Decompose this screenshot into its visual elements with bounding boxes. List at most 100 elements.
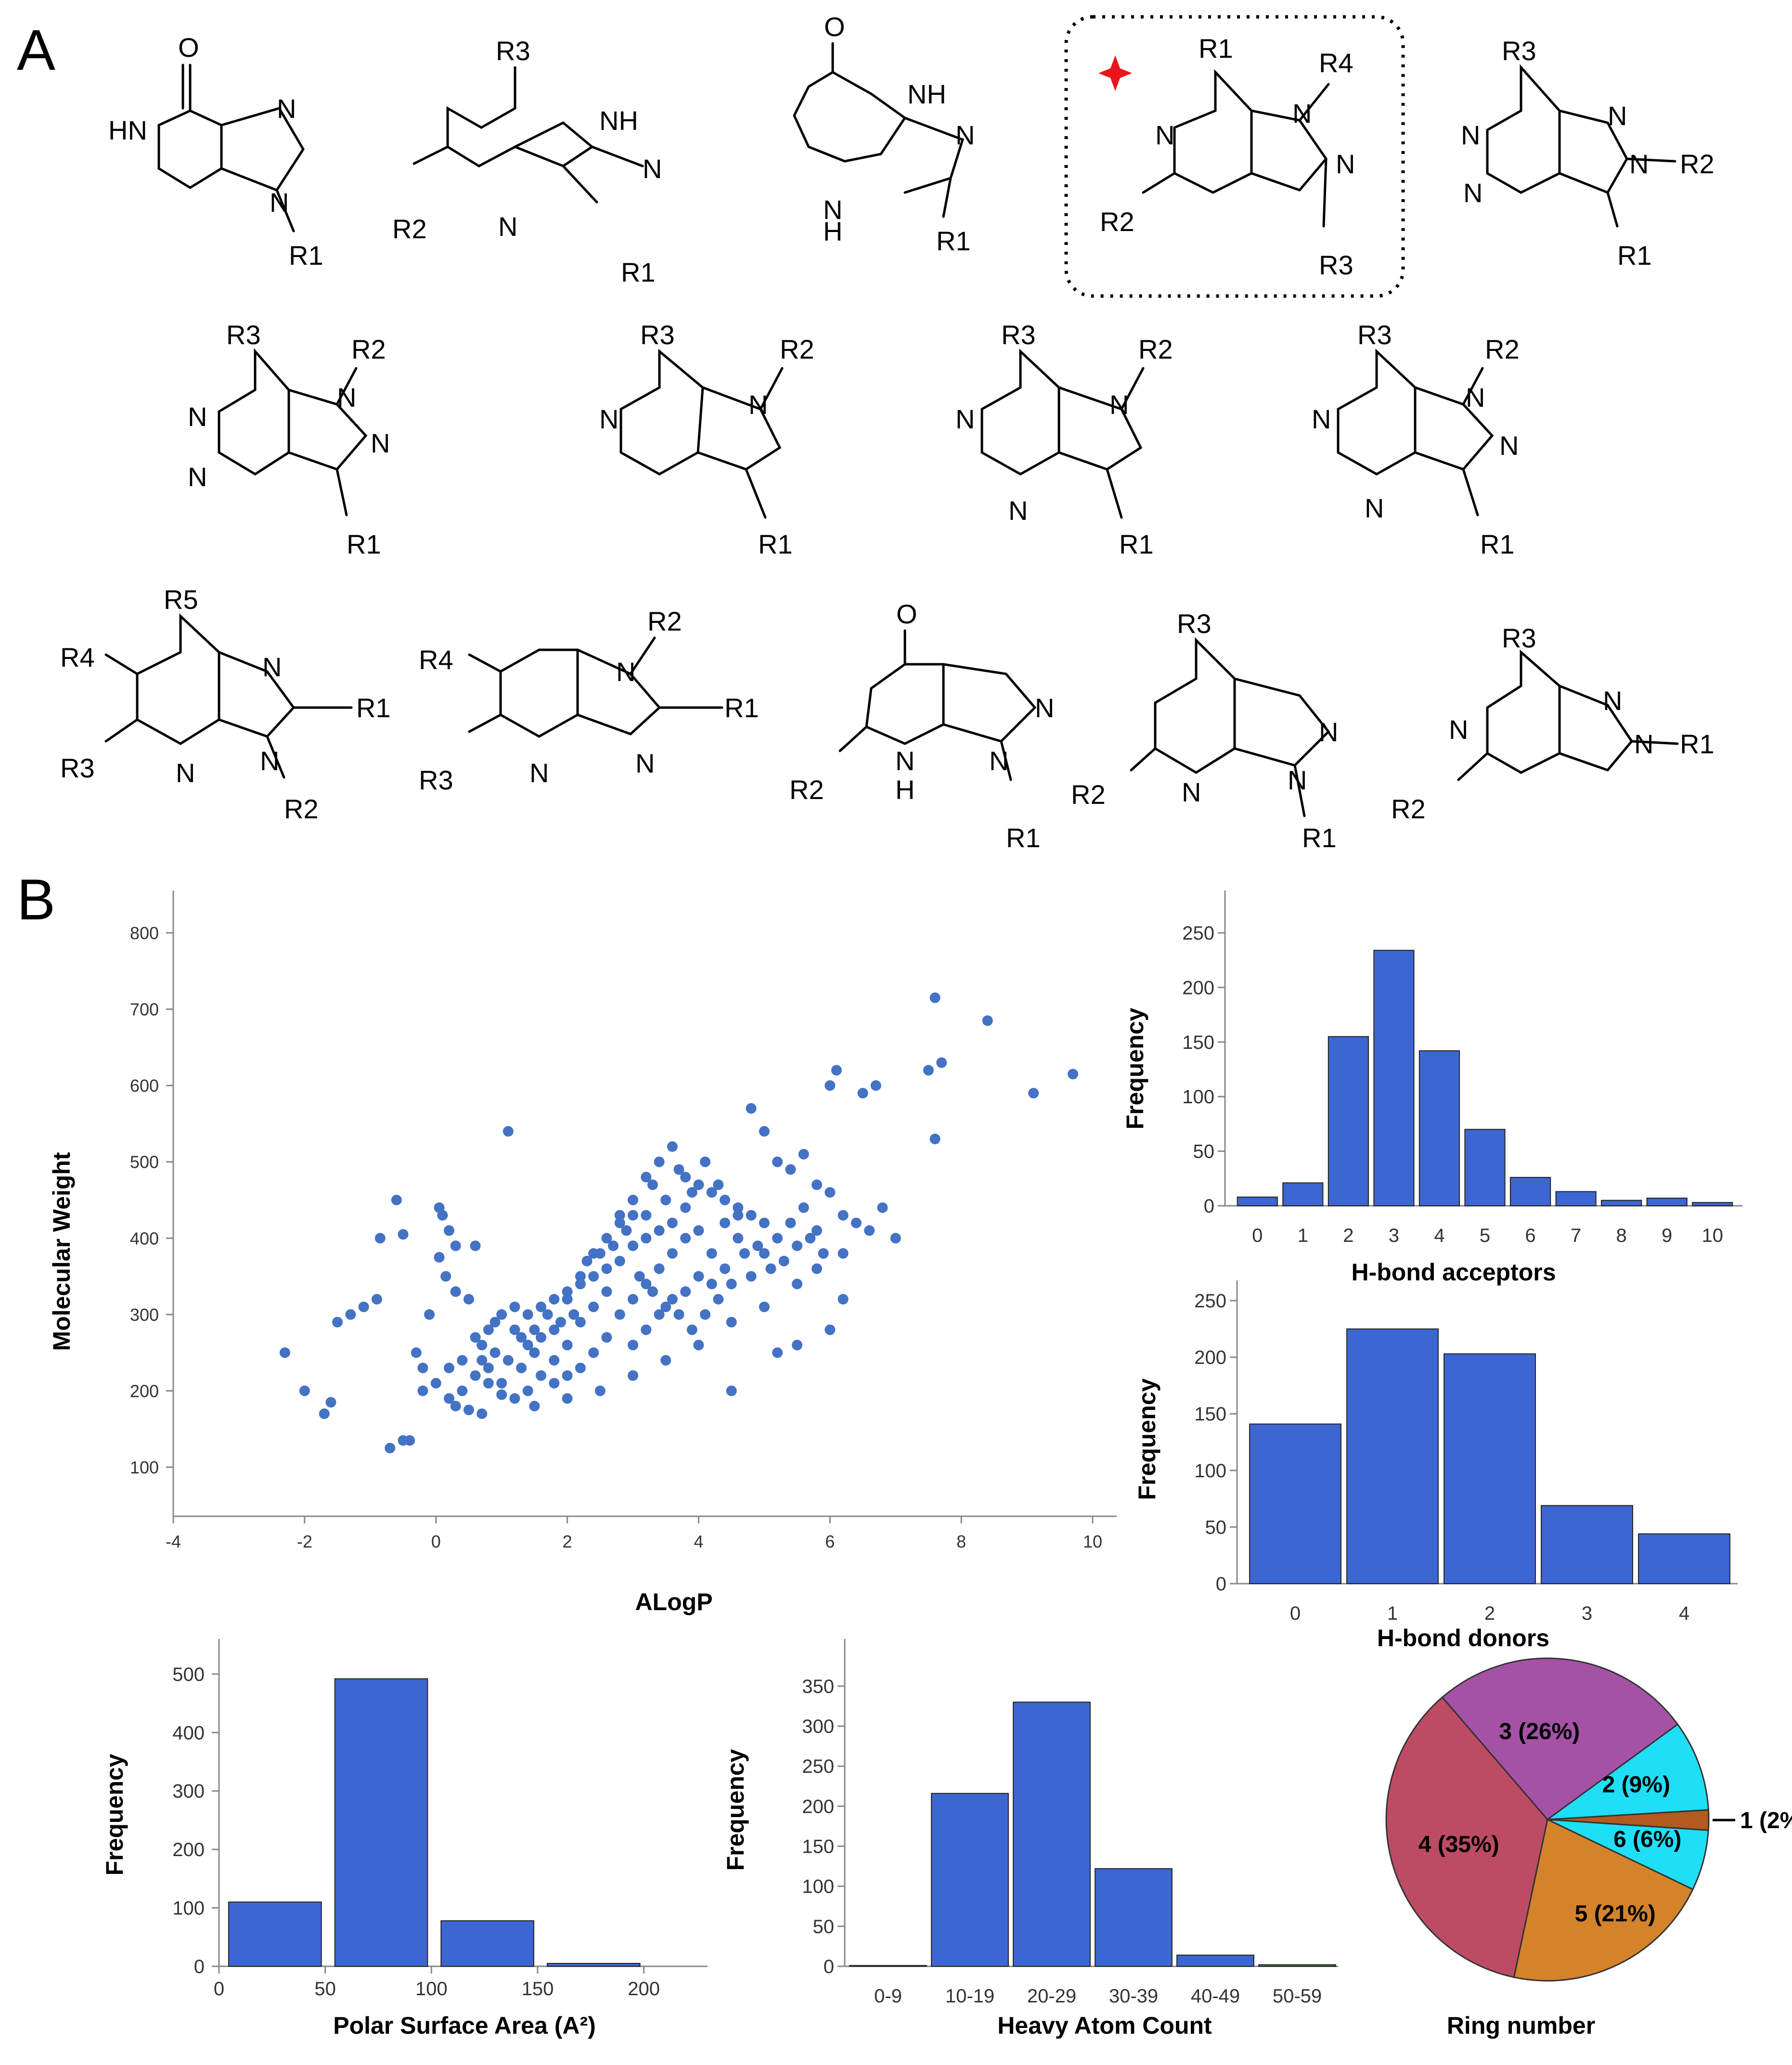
x-axis-label: Polar Surface Area (A²) — [333, 2012, 596, 2039]
scatter-point — [457, 1355, 468, 1366]
svg-text:N: N — [270, 187, 289, 218]
svg-text:NH: NH — [599, 105, 638, 136]
x-axis-label: H-bond acceptors — [1351, 1259, 1556, 1286]
scatter-point — [812, 1225, 822, 1236]
scatter-point — [575, 1278, 586, 1290]
bar — [1646, 1198, 1688, 1207]
scatter-point — [825, 1187, 836, 1198]
y-tick-label: 500 — [172, 1664, 205, 1685]
bar — [1282, 1182, 1324, 1207]
scatter-point — [654, 1263, 665, 1274]
y-tick-label: 150 — [802, 1836, 834, 1858]
x-axis-label: H-bond donors — [1377, 1625, 1549, 1652]
scatter-point — [641, 1172, 652, 1183]
scatter-point — [444, 1393, 454, 1404]
svg-text:N: N — [635, 748, 655, 778]
bar — [931, 1793, 1009, 1967]
svg-text:R1: R1 — [1480, 529, 1515, 559]
bar — [849, 1965, 927, 1967]
x-tick-label: 3 — [1389, 1225, 1399, 1246]
scatter-point — [628, 1370, 638, 1381]
scatter-point — [444, 1225, 454, 1236]
scatter-point — [706, 1248, 717, 1259]
scatter-point — [562, 1340, 573, 1351]
scaffold-structure-highlighted: R1 R4 N N N R2 R3 — [1064, 15, 1405, 298]
scatter-point — [693, 1340, 704, 1351]
bar — [1509, 1177, 1551, 1206]
ticks: 0 1 2 3 4 0 50 100 150 200 250 — [1194, 1291, 1689, 1624]
scatter-point — [496, 1389, 507, 1400]
scatter-point — [673, 1164, 684, 1175]
svg-text:N: N — [1603, 685, 1622, 716]
svg-text:N: N — [643, 154, 662, 184]
scatter-point — [812, 1263, 822, 1274]
scatter-point — [660, 1302, 671, 1312]
scatter-point — [733, 1210, 744, 1221]
svg-text:N: N — [498, 211, 517, 242]
bar — [1176, 1954, 1254, 1967]
svg-text:R2: R2 — [1680, 149, 1715, 179]
scatter-point — [601, 1332, 612, 1343]
x-axis-label: ALogP — [635, 1588, 712, 1615]
svg-text:N: N — [1182, 777, 1201, 807]
scatter-point — [430, 1378, 441, 1389]
y-tick-label: 400 — [130, 1228, 159, 1248]
scatter-point — [621, 1225, 632, 1236]
scaffold-structure: R2 R4 N R1 R3 N N — [419, 606, 759, 795]
svg-text:R3: R3 — [1502, 36, 1536, 66]
y-tick-label: 50 — [813, 1916, 835, 1937]
scatter-point — [503, 1355, 514, 1366]
x-tick-label: 4 — [1434, 1225, 1444, 1246]
y-tick-label: 200 — [130, 1381, 159, 1401]
svg-text:N: N — [176, 758, 195, 788]
svg-text:N: N — [1629, 149, 1649, 179]
x-tick-label: 10 — [1083, 1532, 1102, 1551]
x-tick-label: 10-19 — [945, 1986, 994, 2007]
scatter-point — [726, 1278, 737, 1290]
scatter-point — [759, 1217, 770, 1228]
scatter-point — [798, 1202, 809, 1213]
svg-text:N: N — [188, 401, 207, 432]
panel-label-b: B — [17, 867, 55, 932]
scaffold-structure: R3 N R2 N N R1 — [1071, 608, 1338, 853]
scatter-point — [798, 1149, 809, 1160]
scatter-point — [450, 1401, 461, 1412]
scatter-point — [680, 1172, 691, 1183]
scatter-point — [825, 1324, 836, 1335]
x-ticks: -4 -2 0 2 4 6 8 10 — [166, 1516, 1102, 1551]
scatter-point — [542, 1309, 553, 1320]
svg-text:R4: R4 — [1319, 48, 1354, 78]
scatter-point — [628, 1210, 638, 1221]
scatter-point — [516, 1332, 527, 1343]
y-axis-label: Frequency — [722, 1749, 749, 1871]
scaffold-structure: R3 N N N N R2 R1 — [1461, 36, 1715, 271]
scatter-point — [713, 1179, 724, 1190]
svg-text:N: N — [1336, 149, 1355, 179]
scaffold-structure: R3 R2 N N N N R1 — [188, 320, 390, 559]
scatter-point — [628, 1195, 638, 1205]
scatter-point — [457, 1385, 468, 1396]
svg-text:N: N — [599, 404, 619, 434]
x-tick-label: 5 — [1480, 1225, 1490, 1246]
svg-text:N: N — [1365, 493, 1384, 523]
svg-text:R3: R3 — [640, 320, 675, 350]
x-tick-label: 2 — [1343, 1225, 1354, 1246]
scatter-point — [660, 1195, 671, 1205]
scatter-point — [470, 1332, 481, 1343]
scatter-point — [726, 1385, 737, 1396]
scatter-point — [680, 1286, 691, 1297]
scatter-point — [654, 1225, 665, 1236]
y-tick-label: 700 — [130, 1000, 159, 1020]
scatter-point — [680, 1202, 691, 1213]
scatter-point — [720, 1217, 730, 1228]
scaffold-structure: R3 R2 N N N N R1 — [1312, 320, 1520, 559]
y-tick-label: 100 — [1194, 1460, 1226, 1482]
svg-text:N: N — [1292, 98, 1312, 129]
scatter-point — [720, 1263, 730, 1274]
y-tick-label: 100 — [130, 1458, 159, 1477]
scatter-point — [522, 1340, 533, 1351]
scatter-point — [838, 1210, 849, 1221]
scatter-point — [588, 1271, 599, 1282]
pie-title: Ring number — [1447, 2012, 1595, 2039]
x-tick-label: 4 — [1679, 1603, 1689, 1624]
